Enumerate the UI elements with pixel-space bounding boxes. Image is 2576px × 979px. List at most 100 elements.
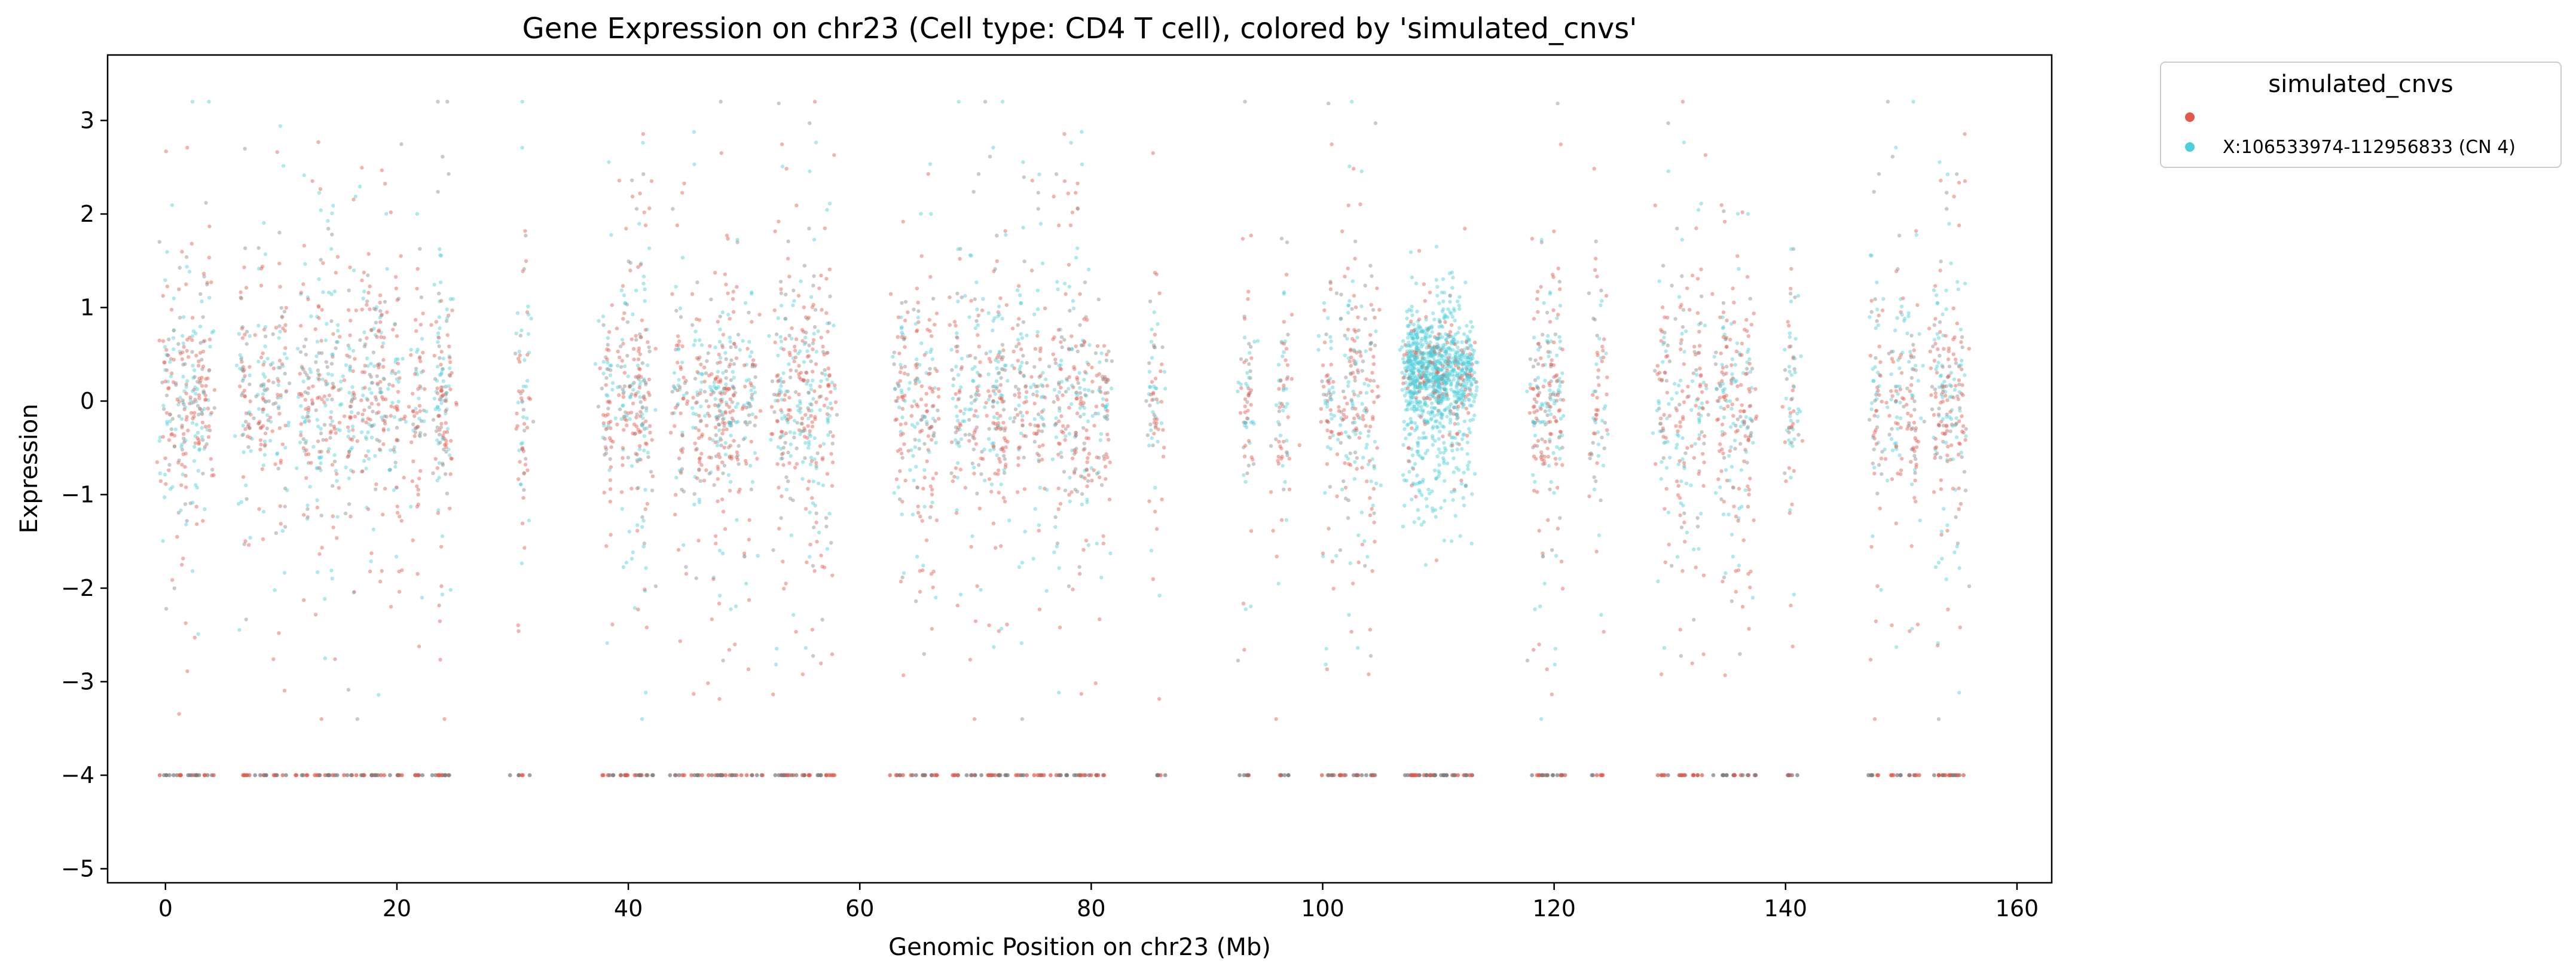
data-point [1334,291,1339,295]
data-point [365,505,369,510]
data-point [1337,405,1341,409]
data-point [803,507,808,511]
data-point [1418,400,1422,405]
data-point [187,355,191,359]
data-point [1431,434,1435,438]
data-point [263,252,268,256]
data-point [1432,370,1436,374]
data-point [1243,421,1247,425]
data-point [1427,491,1432,495]
data-point [1428,351,1432,355]
data-point [1062,132,1067,136]
data-point [444,399,448,403]
data-point [1371,487,1376,491]
data-point [381,442,386,446]
data-point-zero [673,773,677,778]
data-point [1408,399,1412,403]
data-point [243,420,248,424]
data-point [1434,558,1439,562]
data-point [644,383,648,387]
data-point [635,363,640,368]
data-point [717,409,722,413]
data-point [362,458,366,463]
data-point [610,303,614,307]
data-point [1077,565,1081,569]
data-point [1361,417,1365,421]
data-point [635,412,639,417]
data-point [518,460,522,464]
data-point [1437,332,1441,336]
data-point [1047,365,1052,369]
data-point [268,415,273,420]
data-point [415,267,420,271]
data-point [731,384,735,388]
data-point [444,409,448,413]
data-point [653,584,658,588]
data-point [1334,553,1339,558]
data-point [771,692,775,697]
data-point [184,485,188,490]
data-point [735,238,740,242]
data-point [646,455,650,459]
data-point [1081,547,1086,552]
data-point [609,368,613,372]
data-point [1442,461,1446,465]
data-point [776,379,780,384]
data-point [957,444,961,448]
data-point [1411,342,1416,347]
data-point [1427,326,1431,331]
data-point [640,423,644,427]
data-point [1037,528,1041,533]
data-point [694,576,698,580]
data-point [438,253,442,258]
data-point [900,325,904,329]
data-point [772,410,777,414]
data-point [824,524,829,529]
data-point [1417,488,1421,492]
data-point [1251,462,1256,466]
data-point [1353,460,1357,464]
data-point [1413,358,1417,362]
data-point [168,412,172,417]
data-point [635,459,640,463]
data-point [918,430,922,434]
data-point [1414,342,1419,347]
data-point [1430,489,1434,494]
data-point [647,206,652,210]
data-point [619,490,624,494]
data-point [1406,384,1411,388]
data-point [605,347,609,351]
data-point [1330,142,1334,146]
data-point [1244,358,1248,362]
data-point [734,356,739,360]
data-point [369,328,374,332]
data-point [333,657,337,662]
data-point [958,256,962,261]
data-point [749,487,754,491]
data-point [195,403,200,408]
data-point [995,314,1000,319]
data-point [1421,381,1426,385]
data-point [605,357,609,362]
data-point [212,406,216,410]
data-point [395,406,399,411]
data-point [1093,351,1098,356]
data-point [268,439,273,443]
data-point [1062,282,1067,286]
data-point [601,360,606,364]
data-point [797,399,802,403]
data-point [1289,313,1294,317]
data-point [346,435,350,439]
data-point [1457,295,1462,299]
data-point [692,502,696,507]
data-point [709,470,713,475]
data-point [1371,503,1375,507]
data-point [697,414,701,418]
data-point [819,394,823,399]
data-point [1419,384,1423,388]
data-point [164,411,169,415]
data-point [164,607,169,611]
data-point [621,463,625,467]
data-point [421,311,425,316]
data-point [731,297,735,301]
